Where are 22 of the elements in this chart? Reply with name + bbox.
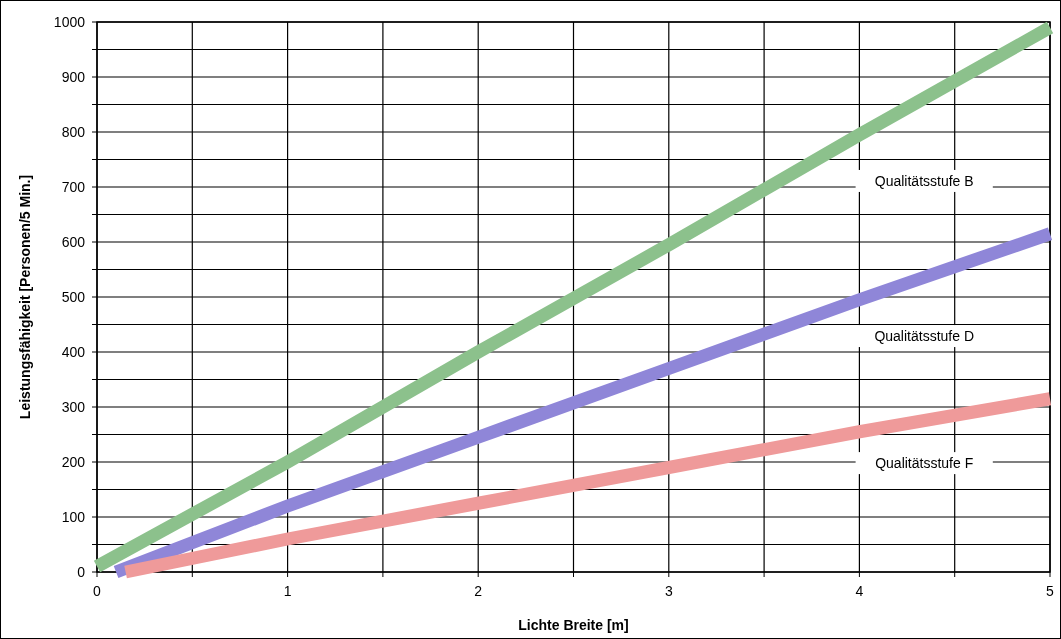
x-tick-label: 1 <box>283 583 292 599</box>
x-tick-label: 3 <box>664 583 673 599</box>
y-tick-label: 800 <box>61 124 86 140</box>
annotation: Qualitätsstufe B <box>874 172 974 189</box>
y-tick-label: 500 <box>61 289 86 305</box>
y-tick-label: 0 <box>77 564 86 580</box>
x-tick-label: 2 <box>474 583 483 599</box>
y-tick-label: 1000 <box>53 14 86 30</box>
x-tick-label: 0 <box>93 583 102 599</box>
y-tick-label: 300 <box>61 399 86 415</box>
y-tick-label: 900 <box>61 69 86 85</box>
y-axis-title: Leistungsfähigkeit [Personen/5 Min.] <box>17 174 33 420</box>
y-tick-label: 600 <box>61 234 86 250</box>
x-tick-label: 4 <box>855 583 864 599</box>
annotation: Qualitätsstufe D <box>874 328 975 345</box>
x-tick-label: 5 <box>1046 583 1055 599</box>
x-axis-title: Lichte Breite [m] <box>518 617 629 633</box>
y-tick-label: 700 <box>61 179 86 195</box>
y-tick-label: 200 <box>61 454 86 470</box>
y-tick-label: 100 <box>61 509 86 525</box>
annotation: Qualitätsstufe F <box>875 455 974 472</box>
y-tick-label: 400 <box>61 344 86 360</box>
